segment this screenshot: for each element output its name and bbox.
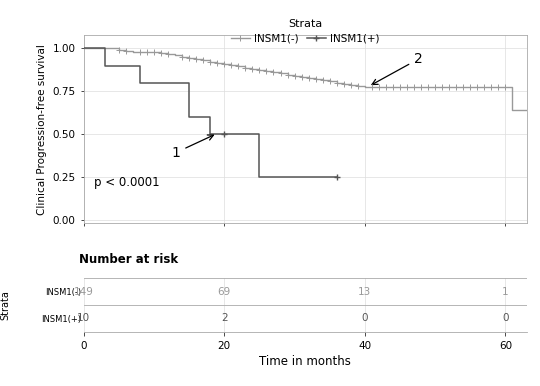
Text: 2: 2 <box>221 313 227 323</box>
Text: Number at risk: Number at risk <box>79 253 178 266</box>
Text: 13: 13 <box>358 286 372 296</box>
Y-axis label: Strata: Strata <box>1 290 10 320</box>
Text: 1: 1 <box>172 135 213 159</box>
X-axis label: Time in months: Time in months <box>259 355 351 368</box>
Text: 2: 2 <box>372 52 423 85</box>
Text: 149: 149 <box>74 286 93 296</box>
Text: 0: 0 <box>362 313 368 323</box>
Text: 1: 1 <box>502 286 509 296</box>
Text: 10: 10 <box>77 313 90 323</box>
Text: 0: 0 <box>502 313 509 323</box>
Text: 69: 69 <box>218 286 231 296</box>
Y-axis label: Clinical Progression-free survival: Clinical Progression-free survival <box>37 44 46 215</box>
Text: p < 0.0001: p < 0.0001 <box>94 176 160 189</box>
Legend: INSM1(-), INSM1(+): INSM1(-), INSM1(+) <box>227 14 383 48</box>
